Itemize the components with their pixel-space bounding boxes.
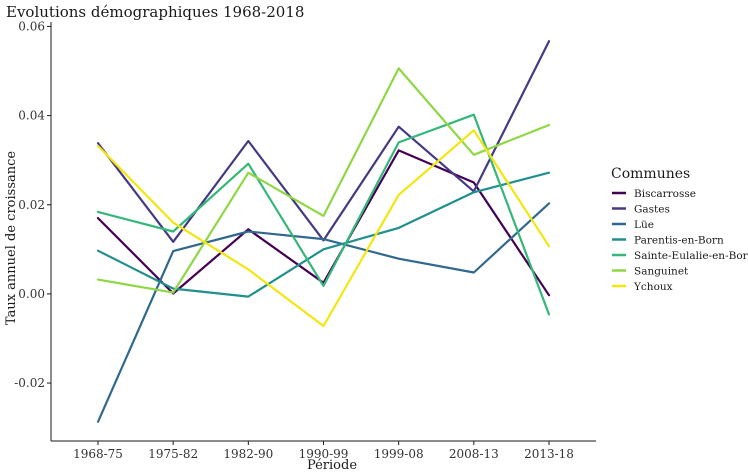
series-line-ychoux	[96, 129, 551, 328]
y-tick-label: -0.02	[14, 376, 45, 390]
x-tick-label: 1975-82	[148, 447, 198, 461]
series-line-lue	[96, 202, 551, 423]
plot-area: -0.02 0.00 0.02 0.04 0.06 1968-75 1975-82 1982-…	[14, 19, 596, 461]
x-tick-label: 2008-13	[449, 447, 499, 461]
x-tick-label: 1982-90	[223, 447, 273, 461]
series-line-sanguinet	[96, 67, 551, 294]
x-tick-label: 1990-99	[299, 447, 349, 461]
legend-title: Communes	[611, 166, 690, 182]
legend-label-parentis-en-born: Parentis-en-Born	[634, 235, 724, 247]
legend-label-biscarrosse: Biscarrosse	[634, 188, 696, 200]
y-tick-label: 0.04	[18, 109, 45, 123]
x-tick-label: 2013-18	[524, 447, 574, 461]
y-axis-title: Taux annuel de croissance	[4, 151, 19, 325]
x-tick-label: 1968-75	[73, 447, 123, 461]
legend-label-sainte-eulalie-en-born: Sainte-Eulalie-en-Born	[634, 250, 748, 262]
series-line-biscarrosse	[96, 149, 551, 297]
y-tick-label: 0.06	[18, 19, 45, 33]
series-line-parentis-en-born	[96, 171, 551, 298]
x-axis-title: Période	[307, 458, 357, 473]
chart-title: Evolutions démographiques 1968-2018	[6, 3, 304, 21]
legend: Communes Biscarrosse Gastes Lüe Parentis-en…	[611, 166, 748, 293]
legend-label-gastes: Gastes	[634, 204, 670, 216]
y-tick-label: 0.00	[18, 287, 45, 301]
legend-label-lue: Lüe	[634, 219, 654, 231]
x-tick-label: 1999-08	[374, 447, 424, 461]
series-line-sainte-eulalie-en-born	[96, 113, 551, 316]
legend-label-sanguinet: Sanguinet	[634, 266, 689, 278]
legend-label-ychoux: Ychoux	[633, 281, 673, 293]
y-tick-label: 0.02	[18, 198, 45, 212]
